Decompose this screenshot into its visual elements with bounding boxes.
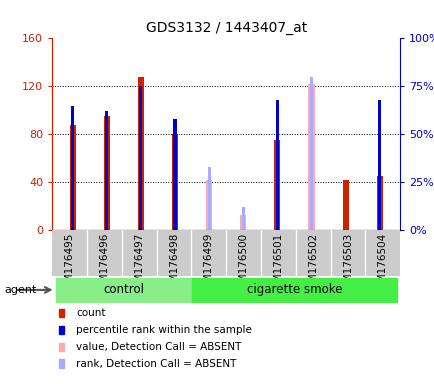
Bar xyxy=(171,134,178,230)
Text: GSM176497: GSM176497 xyxy=(134,233,144,296)
Bar xyxy=(206,180,212,230)
Bar xyxy=(330,230,365,276)
Bar xyxy=(241,207,244,230)
Text: GSM176495: GSM176495 xyxy=(65,233,74,296)
Text: GSM176501: GSM176501 xyxy=(273,233,283,296)
Bar xyxy=(69,125,76,230)
Text: GSM176504: GSM176504 xyxy=(377,233,387,296)
Text: GSM176500: GSM176500 xyxy=(238,233,248,296)
Text: GSM176498: GSM176498 xyxy=(169,233,178,296)
Text: value, Detection Call = ABSENT: value, Detection Call = ABSENT xyxy=(76,342,241,352)
Bar xyxy=(87,230,122,276)
Bar xyxy=(295,230,330,276)
Bar xyxy=(105,111,108,230)
Bar xyxy=(191,230,226,276)
Bar xyxy=(260,230,295,276)
Title: GDS3132 / 1443407_at: GDS3132 / 1443407_at xyxy=(145,21,306,35)
Text: percentile rank within the sample: percentile rank within the sample xyxy=(76,325,251,335)
Bar xyxy=(192,278,396,302)
Bar xyxy=(71,106,74,230)
Bar xyxy=(377,100,380,230)
Bar xyxy=(139,86,142,230)
Text: GSM176496: GSM176496 xyxy=(99,233,109,296)
Text: rank, Detection Call = ABSENT: rank, Detection Call = ABSENT xyxy=(76,359,236,369)
Bar xyxy=(138,77,144,230)
Text: cigarette smoke: cigarette smoke xyxy=(246,283,342,296)
Bar xyxy=(240,215,246,230)
Bar xyxy=(52,230,87,276)
Bar xyxy=(226,230,260,276)
Text: GSM176499: GSM176499 xyxy=(204,233,213,296)
Bar xyxy=(308,84,314,230)
Bar xyxy=(56,278,192,302)
Bar xyxy=(365,230,399,276)
Bar xyxy=(342,180,348,230)
Bar xyxy=(275,100,278,230)
Bar xyxy=(122,230,156,276)
Bar xyxy=(207,167,210,230)
Bar xyxy=(103,116,110,230)
Text: agent: agent xyxy=(4,285,36,295)
Bar xyxy=(156,230,191,276)
Text: GSM176502: GSM176502 xyxy=(308,233,317,296)
Text: count: count xyxy=(76,308,105,318)
Text: GSM176503: GSM176503 xyxy=(342,233,352,296)
Text: control: control xyxy=(103,283,144,296)
Bar xyxy=(274,141,280,230)
Bar xyxy=(173,119,176,230)
Bar xyxy=(376,176,382,230)
Bar xyxy=(309,77,312,230)
